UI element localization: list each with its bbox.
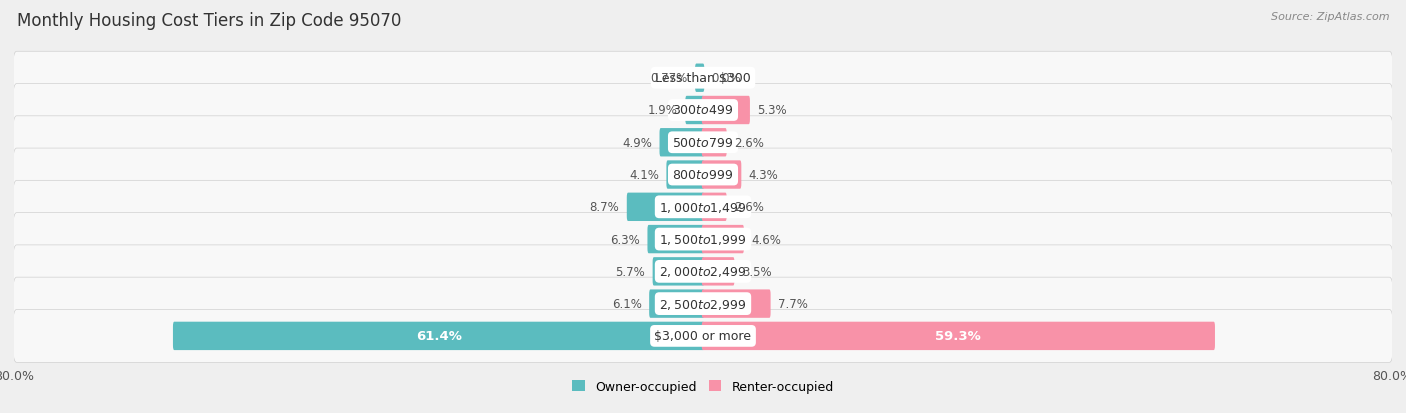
Text: $2,500 to $2,999: $2,500 to $2,999 (659, 297, 747, 311)
Text: 61.4%: 61.4% (416, 330, 461, 342)
Text: 4.1%: 4.1% (630, 169, 659, 182)
Text: Source: ZipAtlas.com: Source: ZipAtlas.com (1271, 12, 1389, 22)
Text: 3.5%: 3.5% (742, 265, 772, 278)
FancyBboxPatch shape (647, 225, 704, 254)
Text: 2.6%: 2.6% (734, 136, 763, 150)
Text: $300 to $499: $300 to $499 (672, 104, 734, 117)
Text: 4.9%: 4.9% (623, 136, 652, 150)
FancyBboxPatch shape (13, 310, 1393, 363)
FancyBboxPatch shape (695, 64, 704, 93)
FancyBboxPatch shape (650, 290, 704, 318)
Text: $3,000 or more: $3,000 or more (655, 330, 751, 342)
FancyBboxPatch shape (702, 97, 749, 125)
Text: 5.7%: 5.7% (616, 265, 645, 278)
Text: 0.0%: 0.0% (711, 72, 741, 85)
FancyBboxPatch shape (627, 193, 704, 221)
Text: Monthly Housing Cost Tiers in Zip Code 95070: Monthly Housing Cost Tiers in Zip Code 9… (17, 12, 401, 30)
Text: 6.3%: 6.3% (610, 233, 640, 246)
FancyBboxPatch shape (702, 290, 770, 318)
FancyBboxPatch shape (659, 129, 704, 157)
FancyBboxPatch shape (13, 245, 1393, 298)
Text: 0.77%: 0.77% (651, 72, 688, 85)
FancyBboxPatch shape (685, 97, 704, 125)
FancyBboxPatch shape (13, 278, 1393, 330)
FancyBboxPatch shape (13, 84, 1393, 137)
Text: $2,000 to $2,499: $2,000 to $2,499 (659, 265, 747, 279)
FancyBboxPatch shape (702, 129, 727, 157)
Text: 8.7%: 8.7% (589, 201, 620, 214)
Text: 2.6%: 2.6% (734, 201, 763, 214)
FancyBboxPatch shape (173, 322, 704, 350)
Legend: Owner-occupied, Renter-occupied: Owner-occupied, Renter-occupied (568, 375, 838, 398)
FancyBboxPatch shape (702, 161, 741, 189)
FancyBboxPatch shape (702, 322, 1215, 350)
FancyBboxPatch shape (13, 116, 1393, 169)
Text: Less than $300: Less than $300 (655, 72, 751, 85)
Text: 4.6%: 4.6% (751, 233, 782, 246)
FancyBboxPatch shape (702, 193, 727, 221)
Text: 1.9%: 1.9% (648, 104, 678, 117)
FancyBboxPatch shape (13, 213, 1393, 266)
Text: $1,000 to $1,499: $1,000 to $1,499 (659, 200, 747, 214)
FancyBboxPatch shape (702, 258, 734, 286)
Text: 59.3%: 59.3% (935, 330, 981, 342)
FancyBboxPatch shape (702, 225, 744, 254)
FancyBboxPatch shape (652, 258, 704, 286)
Text: $800 to $999: $800 to $999 (672, 169, 734, 182)
FancyBboxPatch shape (666, 161, 704, 189)
Text: $1,500 to $1,999: $1,500 to $1,999 (659, 233, 747, 247)
Text: 5.3%: 5.3% (758, 104, 787, 117)
FancyBboxPatch shape (13, 181, 1393, 234)
FancyBboxPatch shape (13, 52, 1393, 105)
Text: 6.1%: 6.1% (612, 297, 643, 310)
Text: $500 to $799: $500 to $799 (672, 136, 734, 150)
Text: 4.3%: 4.3% (748, 169, 779, 182)
Text: 7.7%: 7.7% (778, 297, 808, 310)
FancyBboxPatch shape (13, 149, 1393, 202)
